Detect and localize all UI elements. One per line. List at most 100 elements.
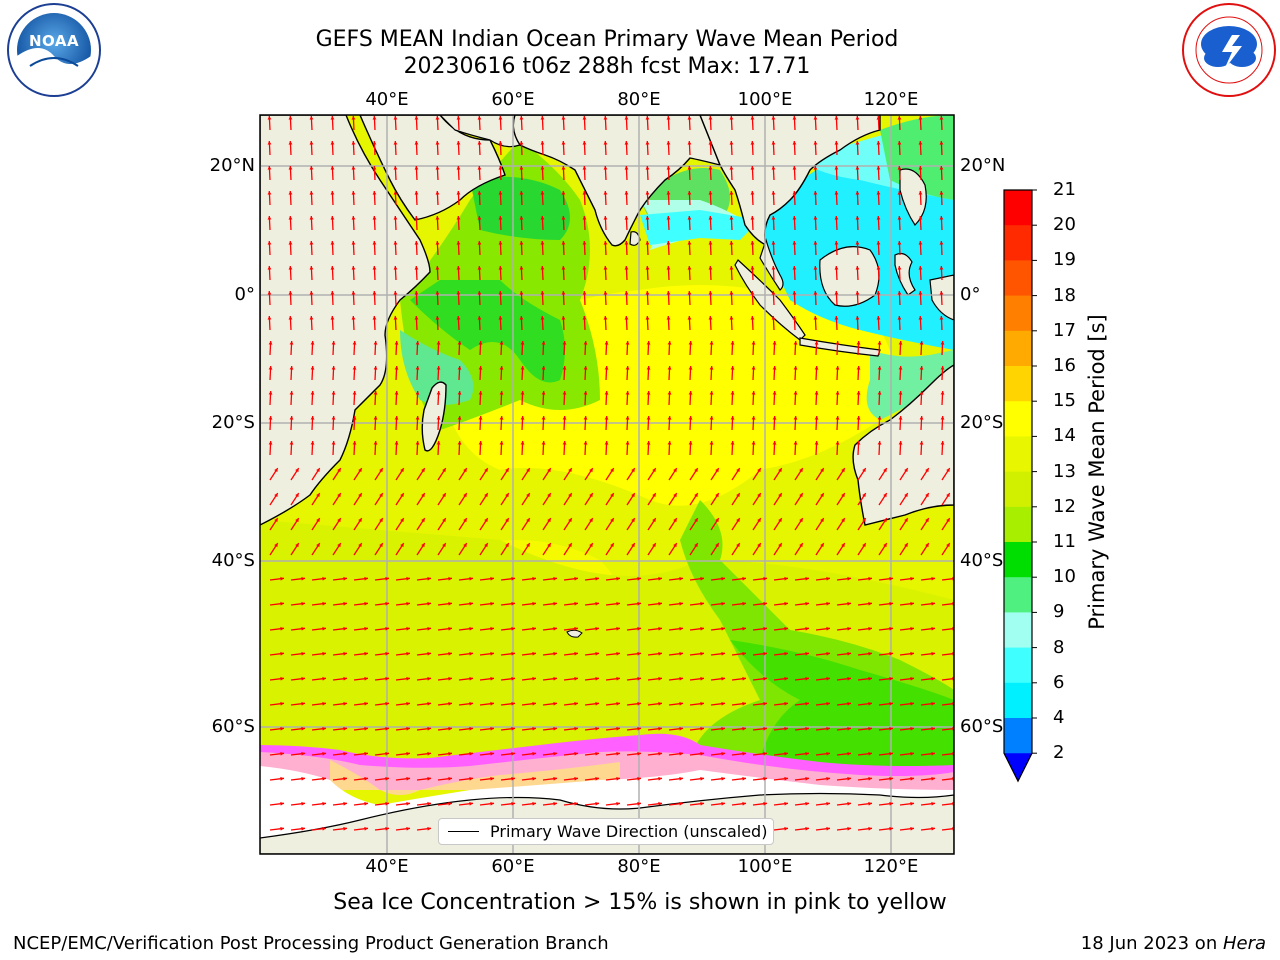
wave-arrowhead bbox=[784, 726, 788, 731]
wave-arrowhead bbox=[532, 801, 536, 806]
wave-arrowhead bbox=[772, 366, 777, 370]
wave-arrowhead bbox=[616, 626, 620, 631]
colorbar-segment bbox=[1004, 401, 1032, 437]
wave-arrowhead bbox=[616, 776, 620, 781]
wave-arrowhead bbox=[435, 266, 440, 270]
wave-arrowhead bbox=[553, 726, 557, 731]
period-11s-zone bbox=[470, 176, 570, 240]
wave-arrowhead bbox=[708, 291, 713, 295]
wave-arrowhead bbox=[352, 341, 357, 345]
wave-arrowhead bbox=[645, 266, 650, 270]
wave-arrowhead bbox=[763, 626, 767, 631]
wave-arrowhead bbox=[267, 241, 272, 245]
wave-arrowhead bbox=[666, 216, 671, 220]
wave-arrowhead bbox=[457, 366, 462, 370]
wave-arrowhead bbox=[876, 241, 881, 245]
wave-arrowhead bbox=[490, 651, 494, 656]
wave-arrowhead bbox=[603, 116, 608, 120]
wave-arrowhead bbox=[385, 776, 389, 781]
wave-arrowhead bbox=[897, 191, 902, 195]
wave-arrowhead bbox=[364, 776, 368, 781]
wave-arrowhead bbox=[750, 216, 755, 220]
wave-arrowhead bbox=[918, 216, 923, 220]
wave-arrowhead bbox=[469, 676, 473, 681]
wave-arrowhead bbox=[889, 726, 893, 731]
wave-arrowhead bbox=[519, 266, 524, 270]
wave-arrowhead bbox=[561, 266, 566, 270]
wave-arrowhead bbox=[862, 468, 866, 473]
wave-arrowhead bbox=[477, 116, 482, 120]
wave-arrowhead bbox=[415, 341, 420, 345]
wave-arrowhead bbox=[856, 341, 861, 345]
wave-arrowhead bbox=[519, 291, 524, 295]
wave-arrowhead bbox=[406, 651, 410, 656]
wave-arrowhead bbox=[364, 626, 368, 631]
wave-arrowhead bbox=[511, 651, 515, 656]
wave-arrowhead bbox=[603, 291, 608, 295]
lon-tick-top-120: 120°E bbox=[863, 89, 919, 110]
wave-arrowhead bbox=[301, 801, 305, 806]
wave-arrowhead bbox=[834, 291, 839, 295]
wave-arrowhead bbox=[574, 601, 578, 606]
wave-arrowhead bbox=[778, 518, 782, 523]
wave-arrowhead bbox=[631, 468, 635, 473]
wave-arrowhead bbox=[721, 651, 725, 656]
wave-arrowhead bbox=[876, 166, 881, 170]
wave-arrowhead bbox=[394, 366, 399, 370]
wave-arrowhead bbox=[834, 191, 839, 195]
wave-arrowhead bbox=[624, 191, 629, 195]
wave-arrowhead bbox=[435, 316, 440, 320]
wave-arrowhead bbox=[400, 543, 404, 548]
wave-arrowhead bbox=[820, 493, 824, 498]
wave-arrowhead bbox=[889, 826, 893, 831]
wave-arrowhead bbox=[673, 468, 677, 473]
wave-arrowhead bbox=[931, 701, 935, 706]
lat-tick-right-40s: 40°S bbox=[960, 550, 1004, 571]
wave-arrowhead bbox=[856, 441, 861, 445]
wave-arrowhead bbox=[814, 391, 819, 395]
wave-arrowhead bbox=[645, 116, 650, 120]
wave-arrowhead bbox=[379, 543, 383, 548]
wave-arrowhead bbox=[805, 601, 809, 606]
wave-arrowhead bbox=[897, 291, 902, 295]
wave-arrowhead bbox=[771, 141, 776, 145]
wave-arrowhead bbox=[667, 391, 672, 395]
wave-arrowhead bbox=[763, 751, 767, 756]
wave-arrowhead bbox=[877, 416, 882, 420]
wave-arrowhead bbox=[372, 266, 377, 270]
lat-tick-left-40s: 40°S bbox=[211, 550, 255, 571]
wave-arrowhead bbox=[925, 493, 929, 498]
wave-arrowhead bbox=[793, 441, 798, 445]
wave-arrowhead bbox=[553, 601, 557, 606]
wave-arrowhead bbox=[700, 751, 704, 756]
wave-arrowhead bbox=[436, 416, 441, 420]
lon-tick-top-100: 100°E bbox=[737, 89, 793, 110]
wave-arrowhead bbox=[897, 216, 902, 220]
wave-arrowhead bbox=[679, 801, 683, 806]
noaa-logo-label: NOAA bbox=[6, 4, 102, 100]
wave-arrowhead bbox=[616, 701, 620, 706]
wave-arrowhead bbox=[729, 191, 734, 195]
wave-arrowhead bbox=[574, 726, 578, 731]
wave-arrowhead bbox=[309, 166, 314, 170]
lat-tick-left-20n: 20°N bbox=[209, 155, 255, 176]
wave-arrowhead bbox=[288, 216, 293, 220]
wave-arrowhead bbox=[520, 441, 525, 445]
wave-arrowhead bbox=[553, 626, 557, 631]
wave-arrowhead bbox=[898, 391, 903, 395]
wave-arrowhead bbox=[883, 543, 887, 548]
wave-arrowhead bbox=[688, 441, 693, 445]
wave-arrowhead bbox=[309, 216, 314, 220]
wave-arrowhead bbox=[289, 416, 294, 420]
wave-arrowhead bbox=[309, 316, 314, 320]
wave-arrowhead bbox=[805, 826, 809, 831]
wave-arrowhead bbox=[855, 241, 860, 245]
wave-arrowhead bbox=[820, 518, 824, 523]
wave-arrowhead bbox=[646, 391, 651, 395]
wave-arrowhead bbox=[763, 676, 767, 681]
wave-arrowhead bbox=[343, 701, 347, 706]
wave-arrowhead bbox=[310, 366, 315, 370]
wave-arrowhead bbox=[847, 576, 851, 581]
wave-arrowhead bbox=[918, 241, 923, 245]
wave-arrowhead bbox=[373, 441, 378, 445]
